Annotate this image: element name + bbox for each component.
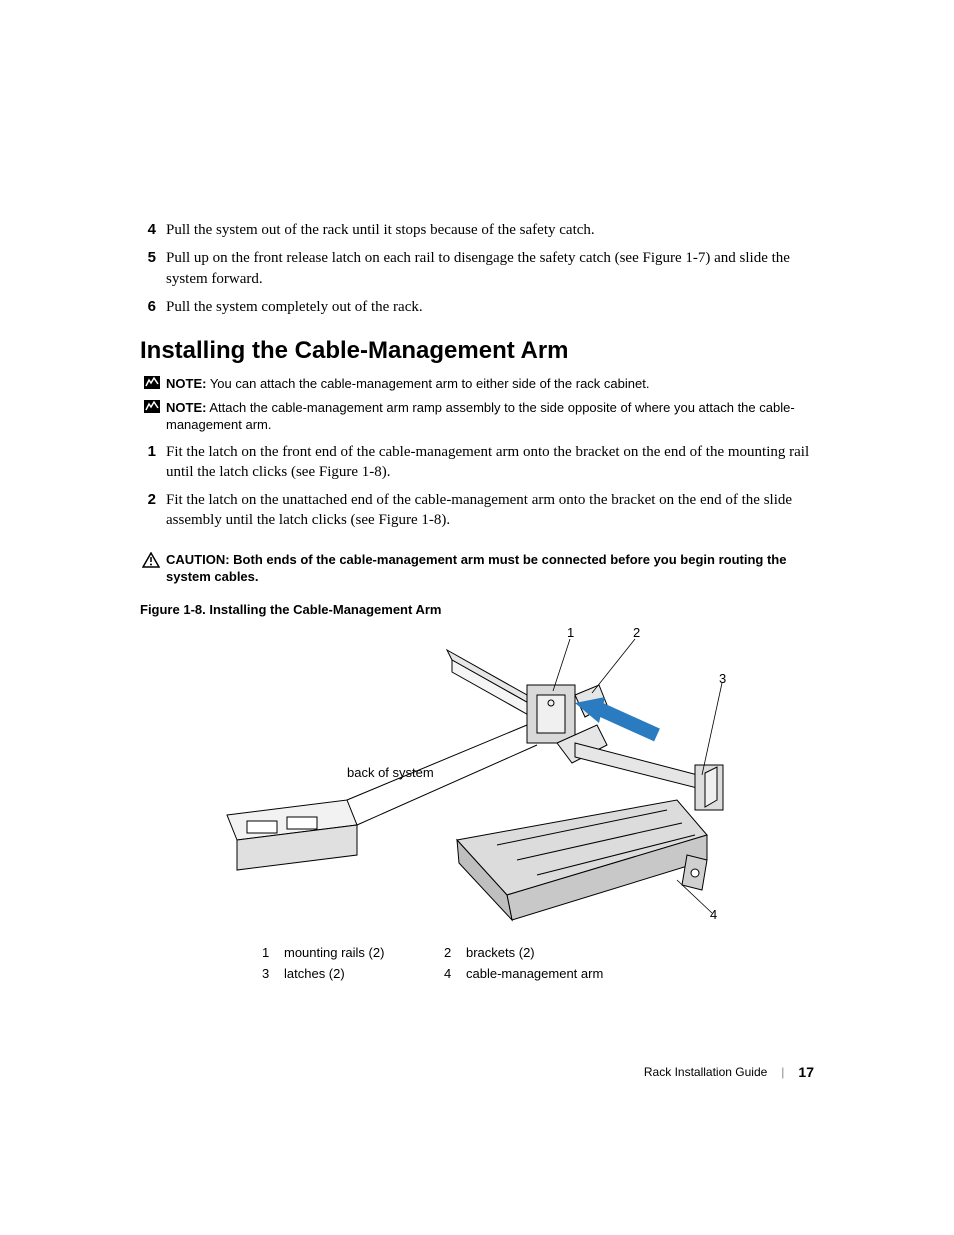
callout-2: 2	[633, 625, 640, 640]
note-text: NOTE: Attach the cable-management arm ra…	[166, 399, 814, 434]
note-body: You can attach the cable-management arm …	[206, 376, 649, 391]
figure-svg	[197, 625, 757, 935]
section-heading: Installing the Cable-Management Arm	[140, 337, 814, 365]
callout-3: 3	[719, 671, 726, 686]
legend-label: brackets (2)	[466, 945, 626, 960]
legend-label: latches (2)	[284, 966, 444, 981]
step-num: 4	[140, 220, 166, 240]
legend-label: mounting rails (2)	[284, 945, 444, 960]
note-label: NOTE:	[166, 400, 206, 415]
step-num: 5	[140, 248, 166, 289]
steps-top: 4 Pull the system out of the rack until …	[140, 220, 814, 317]
steps-mid: 1 Fit the latch on the front end of the …	[140, 442, 814, 531]
legend-num: 4	[444, 966, 466, 981]
caution: CAUTION: Both ends of the cable-manageme…	[140, 551, 814, 586]
page-footer: Rack Installation Guide | 17	[644, 1064, 814, 1080]
step-5: 5 Pull up on the front release latch on …	[140, 248, 814, 289]
footer-divider: |	[781, 1065, 784, 1079]
step-text: Fit the latch on the unattached end of t…	[166, 490, 814, 531]
note-icon	[140, 399, 166, 413]
footer-title: Rack Installation Guide	[644, 1065, 767, 1079]
note-body: Attach the cable-management arm ramp ass…	[166, 400, 795, 433]
note-2: NOTE: Attach the cable-management arm ra…	[140, 399, 814, 434]
note-text: NOTE: You can attach the cable-managemen…	[166, 375, 814, 393]
step-text: Fit the latch on the front end of the ca…	[166, 442, 814, 483]
back-of-system-label: back of system	[347, 765, 434, 780]
figure-legend: 1 mounting rails (2) 2 brackets (2) 3 la…	[262, 945, 692, 981]
step-1: 1 Fit the latch on the front end of the …	[140, 442, 814, 483]
step-num: 1	[140, 442, 166, 483]
callout-4: 4	[710, 907, 717, 922]
step-num: 6	[140, 297, 166, 317]
step-6: 6 Pull the system completely out of the …	[140, 297, 814, 317]
legend-num: 1	[262, 945, 284, 960]
figure-1-8: back of system 1 2 3 4	[197, 625, 757, 935]
note-1: NOTE: You can attach the cable-managemen…	[140, 375, 814, 393]
figure-caption: Figure 1-8. Installing the Cable-Managem…	[140, 602, 814, 617]
step-2: 2 Fit the latch on the unattached end of…	[140, 490, 814, 531]
step-text: Pull the system completely out of the ra…	[166, 297, 814, 317]
legend-label: cable-management arm	[466, 966, 626, 981]
note-icon	[140, 375, 166, 389]
step-text: Pull up on the front release latch on ea…	[166, 248, 814, 289]
legend-num: 2	[444, 945, 466, 960]
legend-num: 3	[262, 966, 284, 981]
legend-row: 1 mounting rails (2) 2 brackets (2)	[262, 945, 692, 960]
caution-body: Both ends of the cable-management arm mu…	[166, 552, 786, 585]
step-4: 4 Pull the system out of the rack until …	[140, 220, 814, 240]
footer-page: 17	[798, 1064, 814, 1080]
legend-row: 3 latches (2) 4 cable-management arm	[262, 966, 692, 981]
step-text: Pull the system out of the rack until it…	[166, 220, 814, 240]
callout-1: 1	[567, 625, 574, 640]
caution-text: CAUTION: Both ends of the cable-manageme…	[166, 551, 814, 586]
caution-label: CAUTION:	[166, 552, 230, 567]
note-label: NOTE:	[166, 376, 206, 391]
step-num: 2	[140, 490, 166, 531]
caution-icon	[140, 551, 166, 568]
